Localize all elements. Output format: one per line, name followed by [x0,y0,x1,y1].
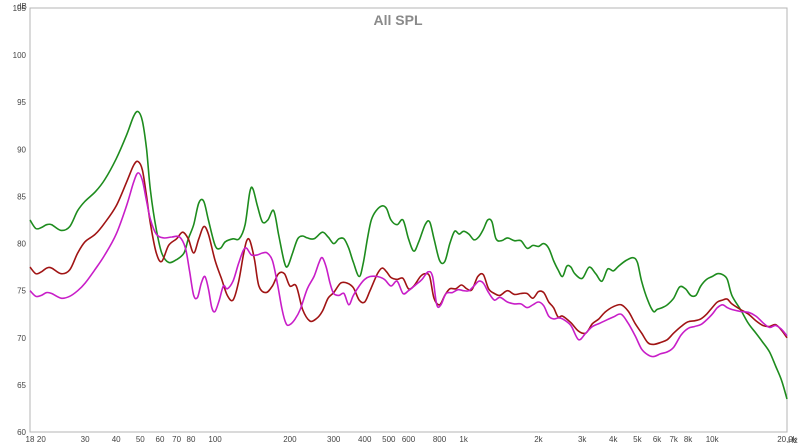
y-tick-label: 65 [17,381,26,390]
x-tick-label: 1k [459,435,468,444]
x-tick-label: 100 [208,435,222,444]
x-tick-label: 600 [402,435,416,444]
x-tick-label: 50 [136,435,145,444]
x-tick-label: 80 [187,435,196,444]
x-axis-tick-labels: 18 20 30 40 50 60 70 80 100 200 300 400 500 600 800 1k 2… [26,435,798,444]
x-tick-label: 4k [609,435,618,444]
x-tick-label: 2k [534,435,543,444]
y-tick-label: 80 [17,240,26,249]
y-tick-label: 105 [13,4,27,13]
x-tick-label: 40 [112,435,121,444]
x-tick-label: 3k [578,435,587,444]
x-tick-label: 20 [37,435,46,444]
y-tick-label: 100 [13,51,27,60]
x-tick-label: 20,0k [777,435,798,444]
x-tick-label: 18 [26,435,35,444]
x-tick-label: 5k [633,435,642,444]
series-line-3 [29,172,788,358]
y-tick-label: 60 [17,428,26,437]
y-tick-label: 90 [17,145,26,154]
chart-plot-area [29,7,788,433]
y-axis-unit-label: dB [17,2,27,11]
x-tick-label: 30 [81,435,90,444]
chart-series-group [29,110,788,400]
x-tick-label: 6k [653,435,662,444]
x-tick-label: 10k [706,435,720,444]
x-tick-label: 500 [382,435,396,444]
x-tick-label: 200 [283,435,297,444]
y-tick-label: 95 [17,98,26,107]
y-tick-label: 70 [17,334,26,343]
x-tick-label: 800 [433,435,447,444]
plot-frame [29,7,788,433]
series-line-2 [29,160,788,346]
x-tick-label: 7k [669,435,678,444]
chart-title: All SPL [373,12,422,28]
y-tick-label: 75 [17,287,26,296]
x-tick-label: 400 [358,435,372,444]
x-tick-label: 300 [327,435,341,444]
y-tick-label: 85 [17,192,26,201]
x-axis-unit-label: Hz [788,436,798,445]
y-axis-tick-labels: 60 65 70 75 80 85 90 95 100 105 [13,4,27,437]
x-tick-label: 70 [172,435,181,444]
x-tick-label: 8k [684,435,693,444]
x-tick-label: 60 [156,435,165,444]
